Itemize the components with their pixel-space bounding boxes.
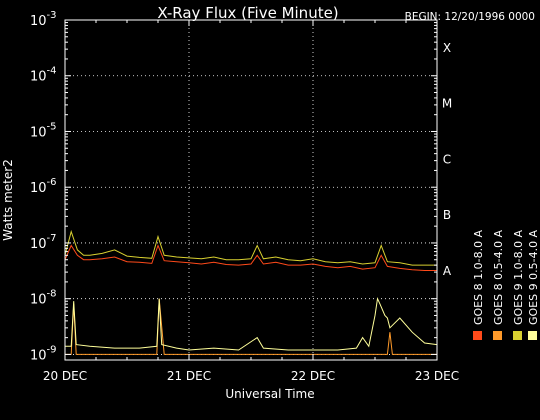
grid xyxy=(65,20,437,360)
flare-class-m: M xyxy=(442,97,452,111)
legend: GOES 8 1.0-8.0 A GOES 8 0.5-4.0 A GOES 9 1… xyxy=(472,229,540,340)
x-axis-ticks: 20 DEC 21 DEC 22 DEC 23 DEC xyxy=(43,20,459,383)
x-axis-label: Universal Time xyxy=(225,387,314,401)
y-axis-ticks: 10-3 10-4 10-5 10-6 10-7 10-8 10-9 xyxy=(30,10,437,363)
flare-class-a: A xyxy=(443,264,452,278)
y-tick-label: 10-8 xyxy=(30,289,57,308)
legend-swatch xyxy=(493,331,502,340)
x-tick-label: 21 DEC xyxy=(167,369,211,383)
legend-entry: GOES 8 0.5-4.0 A xyxy=(492,229,505,325)
y-tick-label: 10-6 xyxy=(30,177,57,196)
series-line xyxy=(65,298,437,355)
series-line xyxy=(65,296,438,351)
y-tick-label: 10-7 xyxy=(30,233,57,252)
flare-class-x: X xyxy=(443,41,451,55)
series-group xyxy=(64,229,438,355)
y-tick-label: 10-3 xyxy=(30,10,57,29)
legend-swatch xyxy=(513,331,522,340)
y-axis-label: Watts meter2 xyxy=(1,159,15,241)
legend-swatch xyxy=(528,331,537,340)
begin-date: BEGIN: 12/20/1996 0000 xyxy=(405,11,535,23)
x-tick-label: 20 DEC xyxy=(43,369,87,383)
flare-class-labels: X M C B A xyxy=(442,41,452,278)
x-tick-label: 23 DEC xyxy=(415,369,459,383)
y-tick-label: 10-5 xyxy=(30,121,57,140)
series-line xyxy=(64,229,437,266)
x-tick-label: 22 DEC xyxy=(291,369,335,383)
legend-entry: GOES 8 1.0-8.0 A xyxy=(472,229,485,325)
chart-title: X-Ray Flux (Five Minute) xyxy=(157,4,338,22)
legend-entry: GOES 9 1.0-8.0 A xyxy=(512,229,525,325)
series-line xyxy=(64,244,437,271)
flare-class-c: C xyxy=(443,152,451,166)
flare-class-b: B xyxy=(443,208,451,222)
y-tick-label: 10-9 xyxy=(30,344,57,363)
legend-entry: GOES 9 0.5-4.0 A xyxy=(527,229,540,325)
y-tick-label: 10-4 xyxy=(30,66,57,85)
legend-swatch xyxy=(473,331,482,340)
